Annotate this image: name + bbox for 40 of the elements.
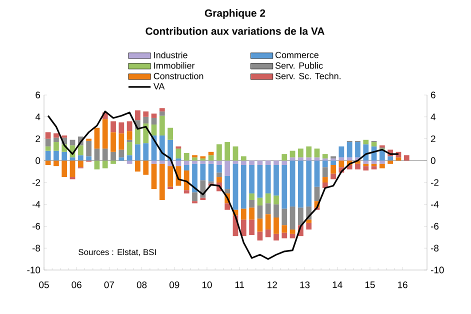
legend-label: Commerce xyxy=(276,52,318,58)
y2-tick-label: 0 xyxy=(430,157,436,164)
y2-tick-label: 4 xyxy=(430,114,436,120)
y-tick-label: 2 xyxy=(36,135,40,142)
y-tick-label: -4 xyxy=(32,201,40,208)
annotation: Sources : Elstat, BSI xyxy=(78,248,156,256)
legend-label: Immobilier xyxy=(154,62,195,69)
x-tick-label: 05 xyxy=(39,281,49,288)
legend-label: Industrie xyxy=(154,52,188,58)
x-tick-label: 09 xyxy=(169,281,180,288)
chart-title: Graphique 2 xyxy=(204,9,266,19)
legend-label: Serv. Public xyxy=(275,62,323,69)
y-tick-label: -2 xyxy=(32,179,40,186)
y-tick-label: 0 xyxy=(36,157,40,164)
legend-label: Construction xyxy=(154,72,204,80)
x-tick-label: 14 xyxy=(332,281,342,288)
x-tick-label: 11 xyxy=(235,281,244,288)
y-tick-label: -10 xyxy=(27,266,40,274)
y2-tick-label: -6 xyxy=(430,222,439,230)
y-tick-label: 4 xyxy=(35,114,40,120)
y2-tick-label: 6 xyxy=(431,92,436,98)
x-tick-label: 16 xyxy=(398,281,408,288)
y-tick-label: -8 xyxy=(32,244,40,252)
y2-tick-label: 2 xyxy=(431,135,436,142)
y-tick-label: 6 xyxy=(36,92,40,98)
x-tick-label: 12 xyxy=(268,281,277,288)
x-tick-label: 07 xyxy=(104,281,114,288)
y2-tick-label: -2 xyxy=(430,179,438,186)
x-tick-label: 06 xyxy=(72,281,82,288)
legend-label: VA xyxy=(153,83,165,90)
chart-subtitle: Contribution aux variations de la VA xyxy=(146,27,324,35)
y-tick-label: -6 xyxy=(32,222,40,230)
y2-tick-label: -4 xyxy=(430,201,439,208)
x-tick-label: 13 xyxy=(300,281,310,288)
x-tick-label: 10 xyxy=(202,281,212,288)
legend-label: Serv. Sc. Techn. xyxy=(275,72,341,80)
y2-tick-label: -8 xyxy=(430,244,439,252)
y2-tick-label: -10 xyxy=(430,266,444,274)
x-tick-label: 08 xyxy=(136,281,147,288)
x-tick-label: 15 xyxy=(365,281,375,288)
